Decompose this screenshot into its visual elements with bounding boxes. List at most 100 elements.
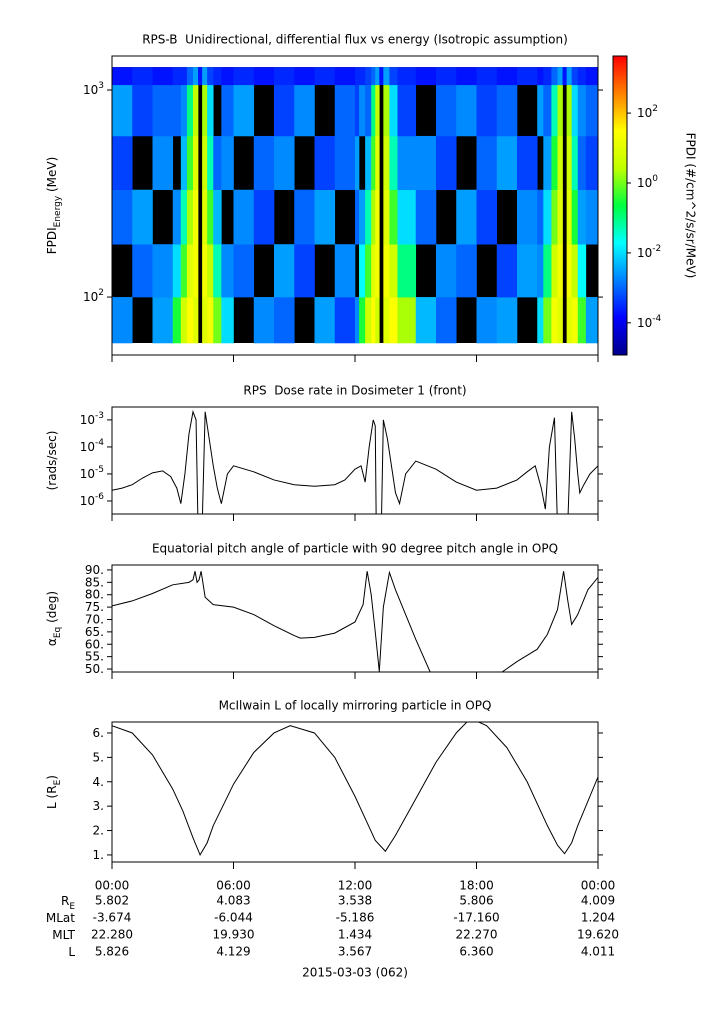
spectrogram-cell [193,67,199,86]
y-tick-label: 6. [93,725,104,739]
x-tick-label: 00:00 [581,879,616,893]
spectrogram-cell [543,244,552,298]
spectrogram-cell [397,244,417,298]
y-tick-label-part: 3 [98,81,104,91]
y-axis-label: L (RE) [45,775,63,809]
spectrogram-cell [294,244,315,298]
spectrogram-cell [543,189,552,245]
y-tick-label-part: 55. [85,649,104,663]
spectrogram-cell [186,189,194,245]
spectrogram-cell [253,67,275,86]
spectrogram-cell [585,84,599,137]
spectrogram-cell [334,135,356,191]
spectrogram-cell [375,135,380,191]
spectrogram-cell [172,67,182,86]
colorbar-tick-label-part: -2 [652,243,661,253]
spectrogram-cell [383,297,390,344]
colorbar-tick-label-part: 2 [652,104,658,114]
y-tick-label: 55. [85,649,104,663]
spectrogram-cell [585,135,599,191]
spectrogram-cell [496,244,518,298]
spectrogram-cell [132,244,153,298]
spectrogram-cell [233,189,255,245]
spectrogram-cell [202,244,208,298]
spectrogram-cell [186,84,194,137]
spectrogram-cell [415,67,437,86]
y-tick-label-part: 5. [93,750,104,764]
spectrogram-cell [334,297,356,344]
y-tick-label-part: 50. [85,662,104,676]
spectrogram-cell [537,67,544,86]
spectrogram-cell [577,297,587,344]
colorbar-tick-label: 10-2 [637,243,661,259]
spectrogram-cell [551,67,558,86]
spectrogram-cell [456,244,477,298]
spectrogram-cell [202,297,208,344]
spectrogram-cell [397,84,417,137]
y-tick-label: 10-3 [80,410,104,426]
y-axis-label-part: (rads/sec) [45,431,59,491]
spectrogram-cell [557,244,563,298]
ephemeris-value: -5.186 [336,911,375,925]
ephemeris-value: -17.160 [453,911,499,925]
ephemeris-value: 1.434 [338,928,372,942]
ephemeris-label: MLT [52,928,75,942]
spectrogram-cell [551,297,558,344]
spectrogram-cell [577,67,587,86]
spectrogram-cell [202,189,208,245]
spectrogram-cell [132,189,153,245]
ephemeris-value: 19.620 [577,928,619,942]
spectrogram-cell [314,189,336,245]
spectrogram-cell [415,189,437,245]
spectrogram-cell [551,84,558,137]
spectrogram-cell [517,244,538,298]
spectrogram-cell [557,189,563,245]
spectrogram-cell [359,189,366,245]
y-tick-label-part: 70. [85,612,104,626]
y-axis-label-part: α [45,638,59,646]
y-tick-label: 3. [93,799,104,813]
spectrogram-cell [213,189,222,245]
x-tick-label: 06:00 [216,879,251,893]
spectrogram-cell [359,84,366,137]
spectrogram-cell [365,84,372,137]
y-tick-label-part: 60. [85,637,104,651]
spectrogram-cell [585,297,599,344]
spectrogram-cell [253,297,275,344]
spectrogram-cell [152,244,174,298]
spectrogram-cell [294,67,315,86]
spectrogram-cell [274,84,295,137]
spectrogram-cell [397,67,417,86]
y-tick-label: 70. [85,612,104,626]
spectrogram-cell [517,135,538,191]
spectrogram-cell [577,189,587,245]
spectrogram-cell [383,84,390,137]
y-tick-label-part: 10 [80,412,95,426]
panel-title: Equatorial pitch angle of particle with … [152,542,558,556]
spectrogram-cell [180,67,188,86]
spectrogram-cell [221,67,234,86]
spectrogram-cell [557,135,563,191]
y-axis-label-part: (deg) [45,591,59,627]
spectrogram-cell [383,244,390,298]
y-tick-label-part: 80. [85,587,104,601]
spectrogram-cell [551,189,558,245]
spectrogram-cell [566,84,572,137]
spectrogram-cell [436,297,457,344]
colorbar-tick-label-part: 0 [652,174,658,184]
x-axis-label: 2015-03-03 (062) [302,966,408,980]
y-tick-label-part: -3 [95,410,104,420]
spectrogram-cell [375,189,380,245]
ephemeris-value: 6.360 [459,945,493,959]
spectrogram-cell [207,84,214,137]
spectrogram-cell [371,244,376,298]
y-tick-label: 75. [85,600,104,614]
spectrogram-cell [221,297,234,344]
spectrogram-cell [375,84,380,137]
spectrogram-cell [551,135,558,191]
spectrogram-cell [172,84,182,137]
spectrogram-cell [172,244,182,298]
spectrogram-cell [496,135,518,191]
spectrogram-cell [557,84,563,137]
